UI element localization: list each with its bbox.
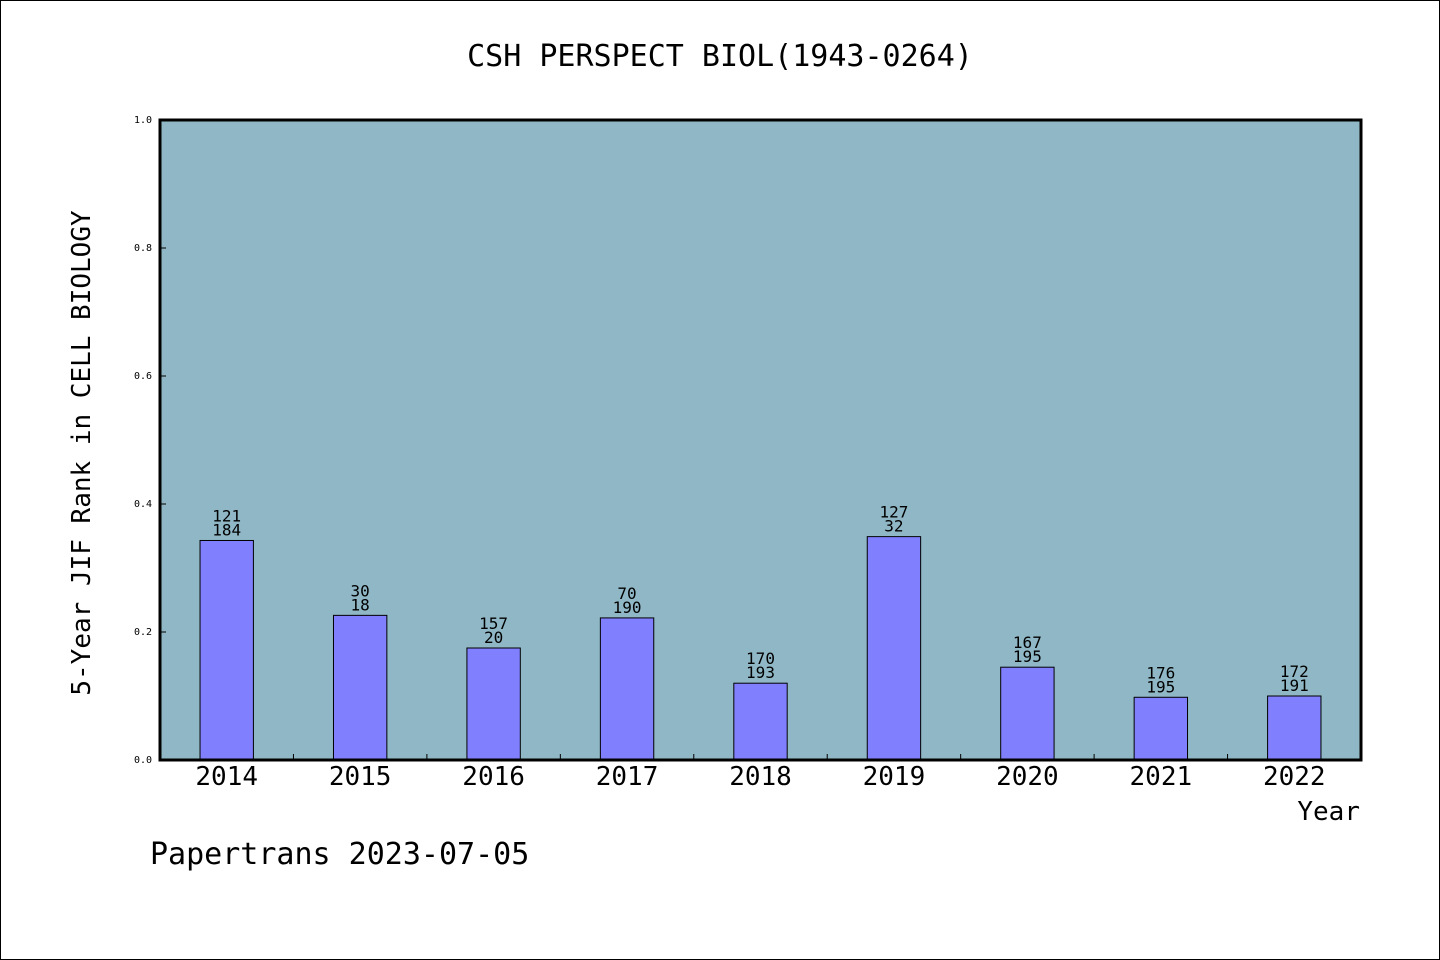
bar-label-top-2022: 172: [1280, 662, 1309, 681]
bars-group: [199, 536, 1322, 761]
y-tick-label: 0.8: [134, 243, 152, 254]
bar-2021: [1133, 696, 1189, 761]
chart-title: CSH PERSPECT BIOL(1943-0264): [467, 39, 973, 74]
bar-label-top-2019: 127: [879, 503, 908, 522]
x-tick-label-2019: 2019: [863, 762, 926, 792]
bar-2022: [1267, 695, 1322, 761]
y-axis: 0.0 0.2 0.4 0.6 0.8 1.0: [134, 115, 166, 766]
bar-label-top-2018: 170: [746, 649, 775, 668]
bar-2014: [199, 539, 254, 761]
bar-2019: [866, 536, 922, 761]
bar-label-top-2015: 30: [351, 581, 370, 600]
bar-2015: [332, 614, 388, 761]
bar-2017: [599, 617, 655, 761]
bar-label-top-2021: 176: [1146, 663, 1175, 682]
y-tick-label: 1.0: [134, 115, 152, 126]
x-tick-label-2021: 2021: [1130, 762, 1193, 792]
x-tick-label-2017: 2017: [596, 762, 659, 792]
y-axis-label: 5-Year JIF Rank in CELL BIOLOGY: [67, 210, 97, 696]
y-tick-label: 0.0: [134, 755, 152, 766]
x-axis-label: Year: [1297, 797, 1360, 827]
x-tick-label-2014: 2014: [195, 762, 258, 792]
y-tick-label: 0.6: [134, 371, 152, 382]
bar-label-bottom-2020: 195: [1013, 647, 1042, 666]
bar-2016: [466, 647, 521, 761]
x-tick-label-2018: 2018: [729, 762, 792, 792]
bar-label-bottom-2017: 190: [613, 598, 642, 617]
bar-label-bottom-2021: 195: [1146, 677, 1175, 696]
bar-labels-group: 1211843018157207019017019312732167195176…: [212, 503, 1308, 697]
bar-label-bottom-2016: 20: [484, 628, 503, 647]
bar-label-bottom-2018: 193: [746, 663, 775, 682]
y-tick-label: 0.4: [134, 499, 152, 510]
bar-label-top-2014: 121: [212, 506, 241, 525]
bar-2018: [733, 682, 788, 761]
bar-2020: [1000, 666, 1055, 761]
x-tick-label-2016: 2016: [462, 762, 525, 792]
plot-border: [158, 118, 1363, 762]
bar-label-bottom-2022: 191: [1280, 676, 1309, 695]
bar-label-top-2016: 157: [479, 614, 508, 633]
bar-label-bottom-2019: 32: [884, 517, 903, 536]
bar-label-bottom-2014: 184: [212, 520, 241, 539]
y-tick-label: 0.2: [134, 627, 152, 638]
footer-text: Papertrans 2023-07-05: [150, 837, 529, 872]
x-tick-label-2020: 2020: [996, 762, 1059, 792]
x-tick-label-2022: 2022: [1263, 762, 1326, 792]
x-axis: 2014 2015 2016 2017 2018 2019 2020 2021 2022: [195, 754, 1326, 792]
x-tick-label-2015: 2015: [329, 762, 392, 792]
bar-label-top-2017: 70: [617, 584, 636, 603]
bar-label-bottom-2015: 18: [351, 595, 370, 614]
bar-label-top-2020: 167: [1013, 633, 1042, 652]
